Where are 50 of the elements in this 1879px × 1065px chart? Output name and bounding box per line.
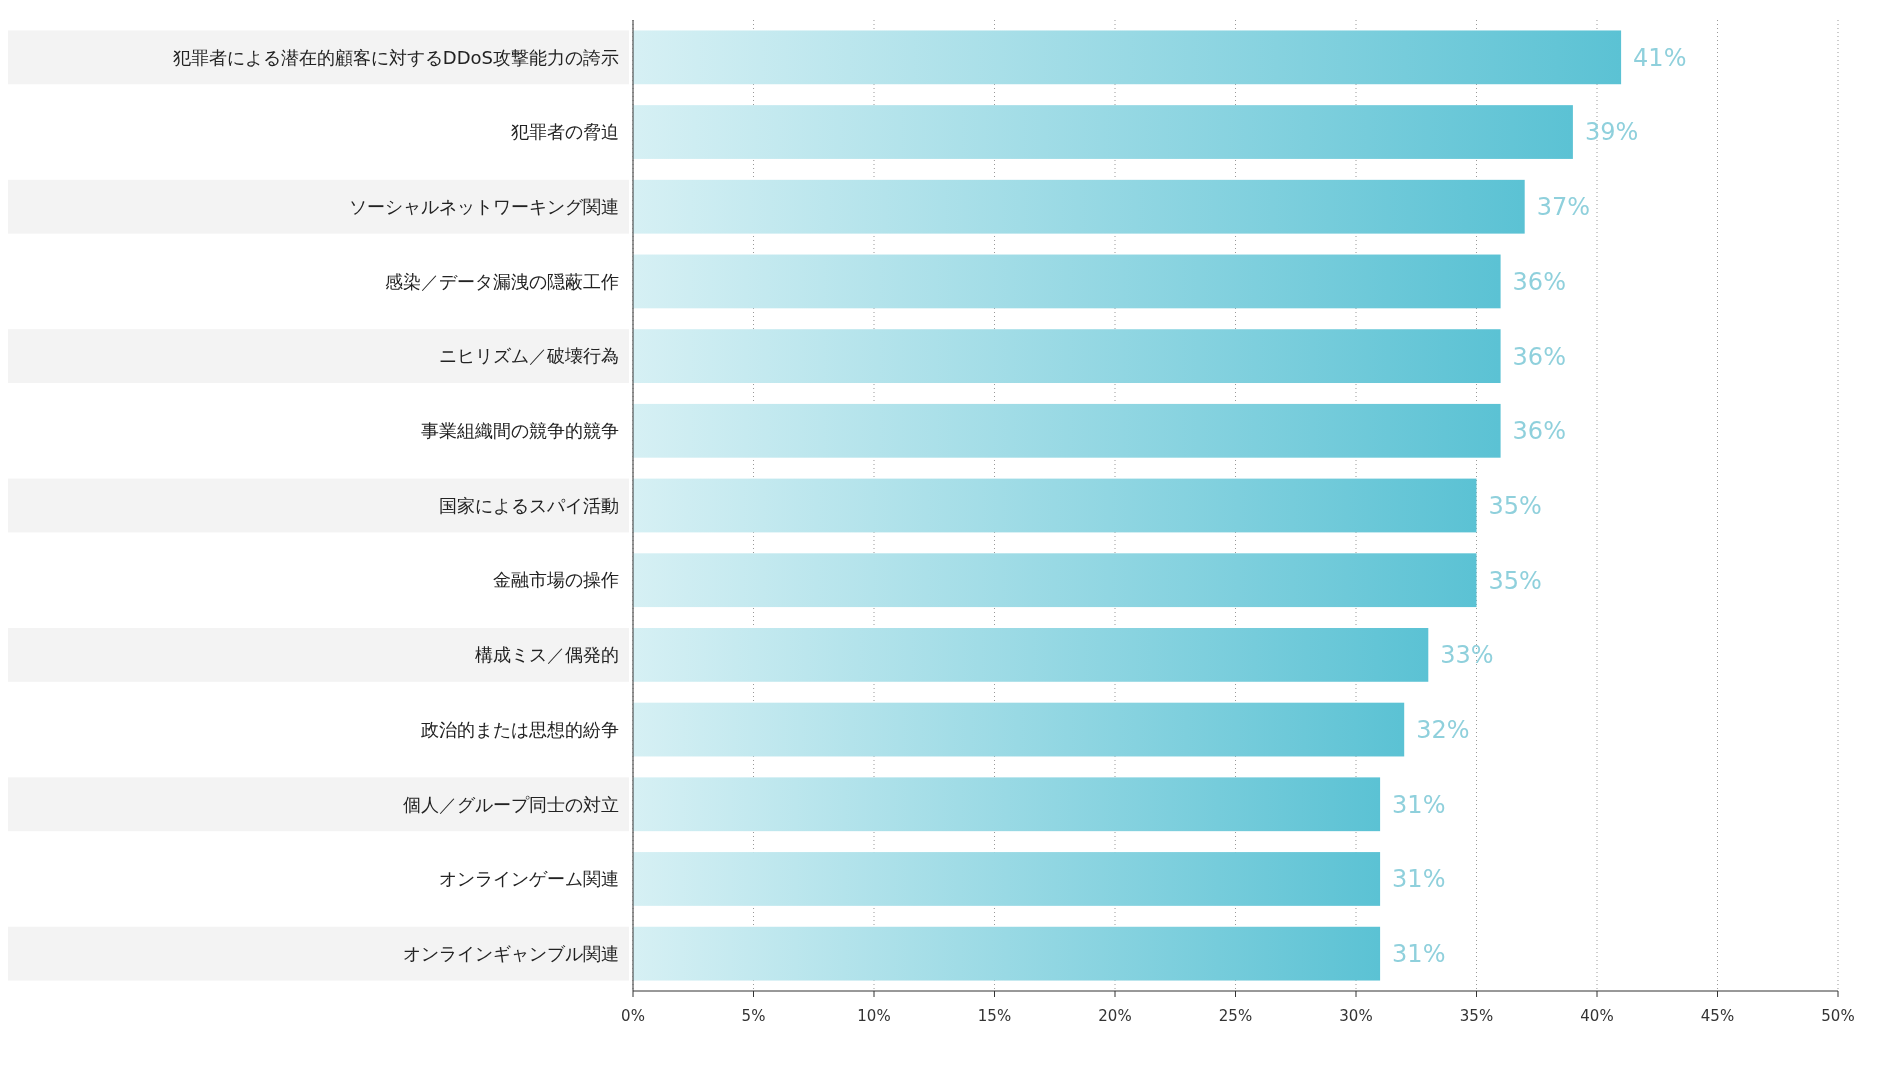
x-tick-label: 50%: [1821, 1007, 1855, 1025]
y-tick-label: オンラインギャンブル関連: [403, 942, 619, 964]
data-label: 36%: [1512, 417, 1566, 446]
data-label: 36%: [1512, 342, 1566, 371]
x-tick-label: 10%: [857, 1007, 891, 1025]
y-tick-label: 金融市場の操作: [493, 569, 619, 591]
bar: [633, 254, 1501, 309]
data-label: 31%: [1392, 790, 1446, 819]
bar: [633, 30, 1622, 85]
y-tick-label: 感染／データ漏洩の隠蔽工作: [385, 270, 619, 292]
data-label: 35%: [1488, 491, 1542, 520]
y-tick-label: 犯罪者による潜在的顧客に対するDDoS攻撃能力の誇示: [172, 46, 619, 68]
data-label: 33%: [1440, 641, 1494, 670]
y-tick-label: 事業組織間の競争的競争: [421, 420, 619, 442]
x-tick-label: 45%: [1700, 1007, 1735, 1025]
bar: [633, 478, 1477, 533]
bar: [633, 628, 1429, 682]
y-tick-label: 国家によるスパイ活動: [439, 494, 619, 516]
x-tick-label: 15%: [977, 1007, 1012, 1025]
bar: [633, 179, 1525, 234]
x-tick-label: 25%: [1218, 1007, 1253, 1025]
x-tick-label: 40%: [1580, 1007, 1614, 1025]
x-tick-label: 5%: [741, 1007, 766, 1025]
y-tick-label: 構成ミス／偶発的: [475, 644, 619, 666]
data-label: 36%: [1512, 267, 1566, 296]
bar: [633, 553, 1477, 608]
data-label: 31%: [1392, 940, 1446, 969]
data-label: 32%: [1416, 715, 1470, 744]
y-tick-label: 個人／グループ同士の対立: [403, 793, 619, 815]
y-tick-label: 犯罪者の脅迫: [511, 121, 619, 143]
data-label: 39%: [1584, 118, 1639, 147]
y-tick-label: オンラインゲーム関連: [439, 868, 619, 890]
bar: [633, 777, 1381, 832]
y-tick-label: 政治的または思想的紛争: [421, 718, 619, 740]
x-tick-label: 20%: [1098, 1007, 1132, 1025]
bar: [633, 403, 1501, 458]
y-tick-label: ソーシャルネットワーキング関連: [349, 196, 619, 218]
bar: [633, 105, 1573, 159]
bar: [633, 329, 1501, 383]
bar: [633, 702, 1405, 757]
y-tick-label: ニヒリズム／破壊行為: [439, 345, 619, 367]
bar: [633, 852, 1381, 906]
bar: [633, 926, 1381, 981]
data-label: 41%: [1633, 43, 1687, 72]
data-label: 37%: [1536, 193, 1591, 222]
x-tick-label: 0%: [621, 1007, 645, 1025]
data-label: 35%: [1488, 566, 1542, 595]
data-label: 31%: [1392, 865, 1446, 894]
x-tick-label: 30%: [1339, 1007, 1373, 1025]
x-tick-label: 35%: [1459, 1007, 1494, 1025]
